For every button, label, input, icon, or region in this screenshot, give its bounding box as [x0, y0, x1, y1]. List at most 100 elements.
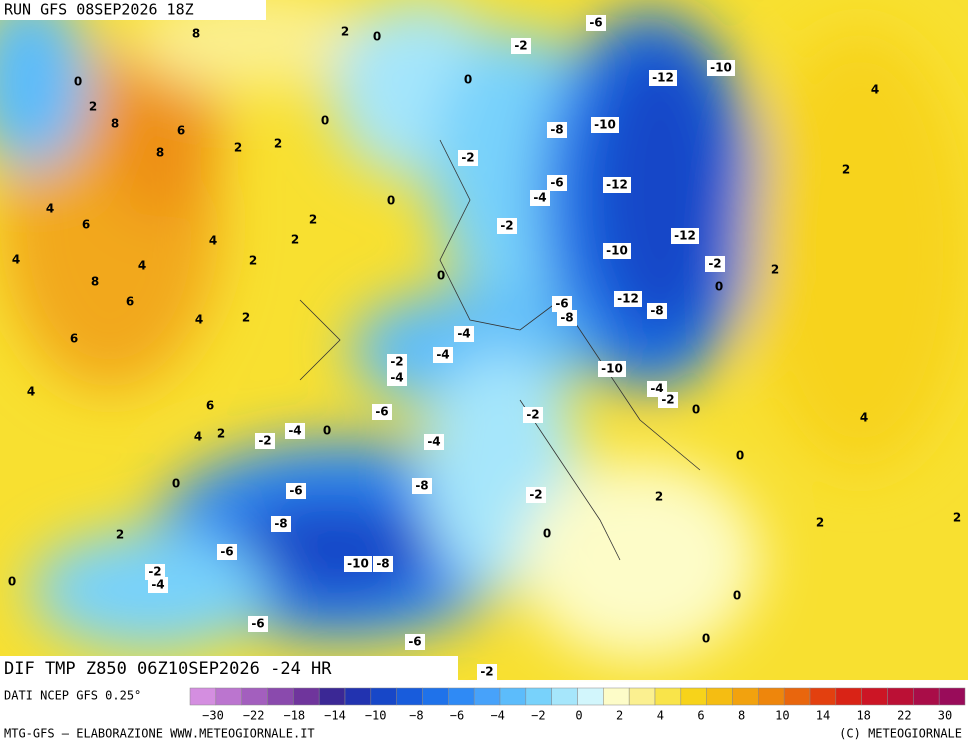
label-box — [286, 483, 306, 499]
contour-label: -8 — [376, 557, 389, 571]
contour-label: -2 — [500, 219, 513, 233]
contour-label: -2 — [661, 393, 674, 407]
label-box — [658, 392, 678, 408]
contour-label: 4 — [138, 259, 146, 273]
contour-label: -12 — [617, 292, 639, 306]
label-box — [603, 243, 631, 259]
label-box — [649, 70, 677, 86]
colorbar-swatch — [913, 687, 940, 706]
colorbar-label: 10 — [775, 709, 789, 723]
colorbar-label: 2 — [616, 709, 623, 723]
contour-label: -8 — [415, 479, 428, 493]
colorbar-swatch — [680, 687, 707, 706]
contour-label: -2 — [390, 355, 403, 369]
label-box — [454, 326, 474, 342]
colorbar-swatch — [938, 687, 966, 706]
contour-label: 2 — [842, 163, 850, 177]
source-label: DATI NCEP GFS 0.25° — [4, 689, 141, 703]
contour-label: -10 — [710, 61, 732, 75]
contour-label: -2 — [258, 434, 271, 448]
colorbar-label: 22 — [897, 709, 911, 723]
contour-label: 0 — [74, 75, 82, 89]
contour-label: 4 — [46, 202, 54, 216]
contour-label: 0 — [172, 477, 180, 491]
colorbar-label: 6 — [697, 709, 704, 723]
product-label: DIF TMP Z850 06Z10SEP2026 -24 HR — [4, 659, 332, 679]
colorbar-swatch — [861, 687, 888, 706]
contour-label: -8 — [650, 304, 663, 318]
colorbar-swatch — [189, 687, 217, 706]
colorbar-swatch — [783, 687, 811, 706]
run-label: RUN GFS 08SEP2026 18Z — [4, 1, 194, 19]
label-box — [647, 303, 667, 319]
contour-label: -2 — [148, 565, 161, 579]
contour-label: 0 — [543, 527, 551, 541]
label-box — [373, 556, 393, 572]
contour-label: -4 — [390, 371, 403, 385]
contour-label: 6 — [126, 295, 134, 309]
label-box — [387, 370, 407, 386]
header-box — [0, 0, 266, 20]
colorbar-label: −8 — [409, 709, 423, 723]
contour-label: 0 — [387, 194, 395, 208]
contour-label: 2 — [242, 311, 250, 325]
colorbar-swatch — [473, 687, 501, 706]
contour-label: -4 — [533, 191, 546, 205]
colorbar-swatch — [344, 687, 372, 706]
label-box — [433, 347, 453, 363]
contour-label: -6 — [589, 16, 602, 30]
contour-label: 0 — [715, 280, 723, 294]
label-box — [591, 117, 619, 133]
label-box — [344, 556, 372, 572]
contour-label: -2 — [461, 151, 474, 165]
contour-label: 4 — [27, 385, 35, 399]
colorbar-label: −4 — [490, 709, 504, 723]
contour-label: -4 — [457, 327, 470, 341]
contour-label: 0 — [464, 73, 472, 87]
contour-label: 2 — [291, 233, 299, 247]
contour-label: -10 — [594, 118, 616, 132]
contour-label: 0 — [321, 114, 329, 128]
contour-label: 0 — [692, 403, 700, 417]
credit-label: MTG-GFS — ELABORAZIONE WWW.METEOGIORNALE… — [4, 727, 315, 741]
colorbar-swatch — [835, 687, 862, 706]
contour-label: 8 — [156, 146, 164, 160]
label-box — [372, 404, 392, 420]
label-box — [603, 177, 631, 193]
contour-label: -2 — [529, 488, 542, 502]
contour-label: 2 — [816, 516, 824, 530]
colorbar-label: −14 — [324, 709, 346, 723]
contour-label: -8 — [560, 311, 573, 325]
contour-label: -6 — [251, 617, 264, 631]
colorbar-swatch — [809, 687, 837, 706]
colorbar-swatch — [267, 687, 294, 706]
product-box — [0, 656, 458, 682]
contour-label: 2 — [341, 25, 349, 39]
contour-label: -12 — [652, 71, 674, 85]
contour-label: -10 — [606, 244, 628, 258]
contour-label: -6 — [289, 484, 302, 498]
label-box — [511, 38, 531, 54]
colorbar-label: 0 — [575, 709, 582, 723]
colorbar-label: 4 — [657, 709, 664, 723]
colorbar-swatch — [396, 687, 423, 706]
colorbar-swatch — [499, 687, 527, 706]
label-box — [285, 423, 305, 439]
colorbar-swatch — [318, 687, 346, 706]
contour-label: 6 — [177, 124, 185, 138]
contour-label: -6 — [408, 635, 421, 649]
colorbar-swatch — [732, 687, 759, 706]
map-field — [0, 0, 968, 680]
label-box — [598, 361, 626, 377]
contour-label: -4 — [151, 578, 164, 592]
colorbar: −30 −22 −18 −14 −10 −8 −6 −4 −2 0 2 4 6 8 10 14 18 22 30 — [189, 687, 966, 723]
contour-label: -10 — [601, 362, 623, 376]
colorbar-swatch — [758, 687, 785, 706]
copyright-label: (C) METEOGIORNALE — [839, 727, 962, 741]
colorbar-swatch — [448, 687, 475, 706]
colorbar-label: −22 — [243, 709, 265, 723]
label-box — [477, 664, 497, 680]
contour-label: -6 — [555, 297, 568, 311]
contour-label: -6 — [220, 545, 233, 559]
